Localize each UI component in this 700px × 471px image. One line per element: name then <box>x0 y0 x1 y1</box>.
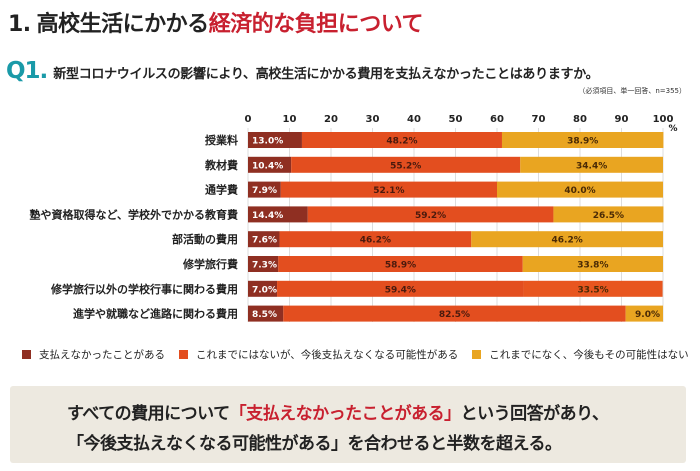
data-label: 7.9% <box>252 186 277 196</box>
bar-segment <box>522 256 663 272</box>
data-label: 38.9% <box>567 137 598 147</box>
category-label: 進学や就職など進路に関わる費用 <box>73 307 238 321</box>
data-label: 9.0% <box>635 310 660 320</box>
page-title: 1. 高校生活にかかる経済的な負担について <box>8 6 424 38</box>
data-label: 55.2% <box>390 161 421 171</box>
data-label: 46.2% <box>552 236 583 246</box>
bar-segment <box>248 231 280 248</box>
data-label: 8.5% <box>252 310 277 320</box>
bar-segment <box>497 181 663 198</box>
data-label: 59.2% <box>415 211 446 221</box>
bar-segment <box>291 156 521 173</box>
data-label: 7.0% <box>252 285 277 295</box>
bar-segment <box>471 231 663 248</box>
category-label: 塾や資格取得など、学校外でかかる教育費 <box>30 207 238 221</box>
bar-segment <box>625 305 663 322</box>
x-tick-label: 20 <box>324 114 338 125</box>
legend-label: これまでになく、今後もその可能性はない <box>489 349 689 361</box>
bar-segment <box>248 305 284 322</box>
data-label: 13.0% <box>252 137 283 147</box>
category-label: 修学旅行以外の学校行事に関わる費用 <box>50 282 238 296</box>
summary-text: という回答があり、 <box>460 404 609 424</box>
data-label: 48.2% <box>386 137 417 147</box>
x-tick-label: 80 <box>573 114 587 125</box>
x-tick-label: 30 <box>366 114 380 125</box>
bar-segment <box>248 206 308 223</box>
data-label: 34.4% <box>576 161 607 171</box>
x-tick-label: 70 <box>532 114 546 125</box>
legend-item: 支払えなかったことがある <box>22 347 165 362</box>
data-label: 82.5% <box>439 310 470 320</box>
data-label: 46.2% <box>360 236 391 246</box>
data-label: 59.4% <box>385 285 416 295</box>
x-tick-label: 0 <box>245 114 252 125</box>
stacked-bar-chart: 0 10 20 30 40 50 60 70 80 90 100% 授業料 13.0% 48.2% 38.9… <box>30 114 678 322</box>
data-label: 10.4% <box>252 161 283 171</box>
title-accent: 経済的な負担について <box>208 12 424 37</box>
x-tick-label: 40 <box>407 114 421 125</box>
bar-segment <box>301 132 502 148</box>
summary-line-1: すべての費用について「支払えなかったことがある」という回答があり、 <box>67 399 609 424</box>
bar-segment <box>523 280 663 297</box>
category-label: 修学旅行費 <box>182 257 238 271</box>
legend-item: これまでになく、今後もその可能性はない <box>472 347 689 362</box>
legend-label: 支払えなかったことがある <box>39 349 165 361</box>
bar-segment <box>248 181 281 198</box>
bar-segment <box>248 132 302 148</box>
x-tick-label: 60 <box>490 114 504 125</box>
bar-segment <box>283 305 626 322</box>
title-number: 1. <box>8 12 31 37</box>
data-label: 58.9% <box>385 261 416 271</box>
question-text: 新型コロナウイルスの影響により、高校生活にかかる費用を支払えなかったことはありま… <box>53 67 599 82</box>
category-label: 教材費 <box>204 158 238 172</box>
data-label: 26.5% <box>593 211 624 221</box>
bar-segment <box>278 256 523 272</box>
data-label: 7.6% <box>252 236 277 246</box>
bar-segment <box>520 156 663 173</box>
x-unit-label: % <box>668 124 677 134</box>
bar-segment <box>553 206 664 223</box>
summary-text: すべての費用について <box>67 404 230 424</box>
summary-accent: 「支払えなかったことがある」 <box>229 404 462 424</box>
data-label: 33.5% <box>577 285 608 295</box>
bar-segment <box>279 231 472 248</box>
x-tick-label: 100 <box>653 114 674 125</box>
question-label: Q1. <box>6 58 48 84</box>
category-label: 部活動の費用 <box>172 232 238 246</box>
legend-swatch-series3 <box>472 350 482 359</box>
bar-segment <box>280 181 497 198</box>
legend-swatch-series2 <box>179 350 188 359</box>
bar-segment <box>248 156 292 173</box>
legend-swatch-series1 <box>22 350 31 359</box>
category-label: 通学費 <box>205 183 238 197</box>
x-tick-label: 50 <box>449 114 463 125</box>
bar-segment <box>501 132 664 148</box>
legend-label: これまでにはないが、今後支払えなくなる可能性がある <box>196 349 459 361</box>
summary-line-2: 「今後支払えなくなる可能性がある」を合わせると半数を超える。 <box>67 434 562 454</box>
data-label: 7.3% <box>252 261 277 271</box>
bar-segment <box>248 280 278 297</box>
category-label: 授業料 <box>205 133 238 147</box>
bar-segment <box>277 280 524 297</box>
data-label: 14.4% <box>252 211 283 221</box>
x-tick-label: 10 <box>283 114 297 125</box>
x-tick-label: 90 <box>615 114 629 125</box>
data-label: 40.0% <box>564 186 595 196</box>
data-label: 52.1% <box>373 186 404 196</box>
bar-segment <box>307 206 554 223</box>
sample-note: （必須項目、単一回答、n=355） <box>578 87 686 95</box>
data-label: 33.8% <box>577 261 608 271</box>
title-plain: 高校生活にかかる <box>36 12 210 37</box>
question: Q1. 新型コロナウイルスの影響により、高校生活にかかる費用を支払えなかったこと… <box>6 58 599 84</box>
legend: 支払えなかったことがある これまでにはないが、今後支払えなくなる可能性がある こ… <box>22 347 700 362</box>
summary-box: すべての費用について「支払えなかったことがある」という回答があり、 「今後支払え… <box>10 386 686 463</box>
bar-segment <box>248 256 279 272</box>
legend-item: これまでにはないが、今後支払えなくなる可能性がある <box>179 347 458 362</box>
